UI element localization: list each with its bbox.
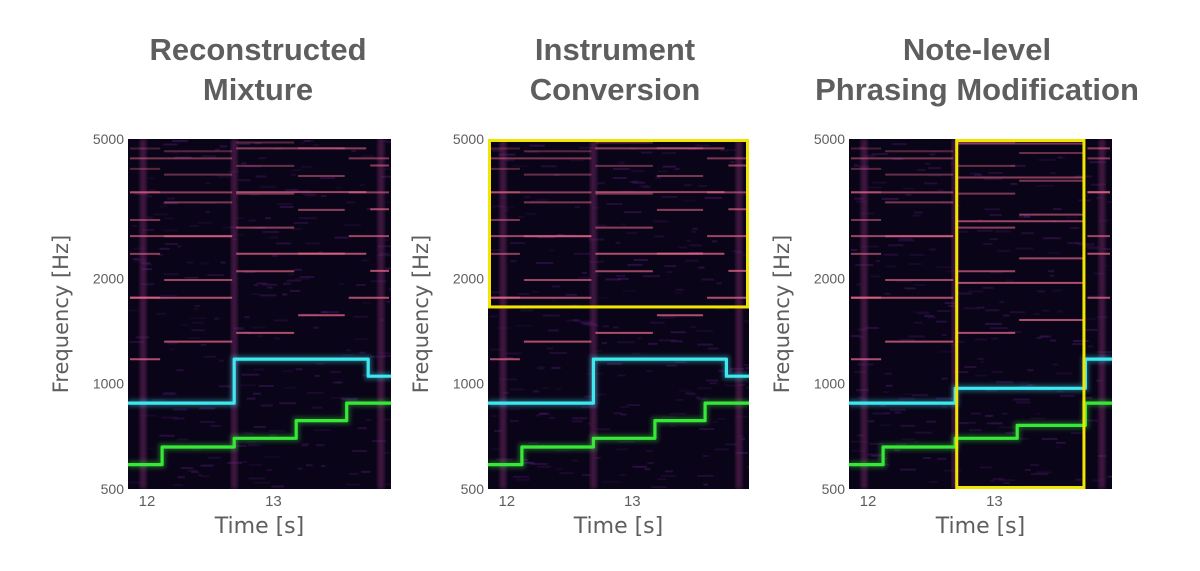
x-axis-label: Time [s] bbox=[573, 514, 663, 539]
cyan-fundamental-track bbox=[128, 357, 391, 405]
y-axis-label: Frequency [Hz] bbox=[49, 235, 73, 393]
x-tick-label: 13 bbox=[624, 493, 641, 510]
y-tick-label: 1000 bbox=[814, 376, 845, 392]
onset-streak bbox=[140, 139, 147, 489]
y-tick-label: 1000 bbox=[93, 376, 124, 392]
onset-streak bbox=[231, 139, 238, 489]
y-tick-label: 2000 bbox=[453, 270, 484, 286]
y-tick-label: 2000 bbox=[814, 270, 845, 286]
green-fundamental-track bbox=[128, 401, 391, 467]
spectrogram-plot: 500 1000 2000 5000 12 13 Time [s] Frequency [Hz… bbox=[49, 131, 391, 539]
x-tick-label: 12 bbox=[139, 493, 156, 510]
green-fundamental-track bbox=[488, 401, 749, 467]
chart-title-line-1: Instrument bbox=[534, 32, 696, 67]
x-axis-label: Time [s] bbox=[214, 514, 304, 539]
panel-reconstructed-mixture: Reconstructed Mixture bbox=[58, 0, 458, 571]
chart-title-line-1: Reconstructed bbox=[149, 32, 367, 67]
spectrogram-background bbox=[849, 139, 1112, 489]
x-axis-label: Time [s] bbox=[935, 514, 1025, 539]
onset-streak bbox=[377, 139, 384, 489]
x-tick-label: 13 bbox=[265, 493, 282, 510]
highlight-box bbox=[488, 139, 749, 309]
onset-streak bbox=[861, 139, 868, 489]
spectrogram-background bbox=[488, 139, 749, 489]
y-axis-label: Frequency [Hz] bbox=[409, 235, 433, 393]
x-tick-label: 12 bbox=[498, 493, 515, 510]
onset-streak bbox=[590, 139, 597, 489]
panel-phrasing-modification: Note-level Phrasing Modification bbox=[777, 0, 1177, 571]
highlight-box bbox=[955, 139, 1086, 489]
y-tick-label: 2000 bbox=[93, 270, 124, 286]
y-tick-label: 500 bbox=[461, 481, 485, 497]
cyan-fundamental-track bbox=[849, 357, 1112, 405]
onset-streak bbox=[735, 139, 742, 489]
y-axis-label: Frequency [Hz] bbox=[770, 235, 794, 393]
x-tick-label: 13 bbox=[986, 493, 1003, 510]
chart-title-line-2: Phrasing Modification bbox=[815, 72, 1139, 107]
y-tick-label: 500 bbox=[101, 481, 125, 497]
y-tick-label: 500 bbox=[822, 481, 846, 497]
onset-streak bbox=[1098, 139, 1105, 489]
panel-instrument-conversion: Instrument Conversion bbox=[415, 0, 815, 571]
y-tick-label: 1000 bbox=[453, 376, 484, 392]
chart-title-line-2: Conversion bbox=[529, 72, 701, 107]
chart-title-line-2: Mixture bbox=[202, 72, 314, 107]
x-tick-label: 12 bbox=[860, 493, 877, 510]
onset-streak bbox=[952, 139, 959, 489]
cyan-fundamental-track bbox=[488, 357, 749, 405]
onset-streak bbox=[500, 139, 507, 489]
y-tick-label: 5000 bbox=[814, 131, 845, 147]
spectrogram-plot: 500 1000 2000 5000 12 13 Time [s] Frequency [Hz… bbox=[770, 131, 1112, 539]
y-tick-label: 5000 bbox=[93, 131, 124, 147]
spectrogram-background bbox=[128, 139, 391, 489]
y-tick-label: 5000 bbox=[453, 131, 484, 147]
spectrogram-plot: 500 1000 2000 5000 12 13 Time [s] Frequency [Hz… bbox=[409, 131, 749, 539]
chart-title-line-1: Note-level bbox=[902, 32, 1052, 67]
